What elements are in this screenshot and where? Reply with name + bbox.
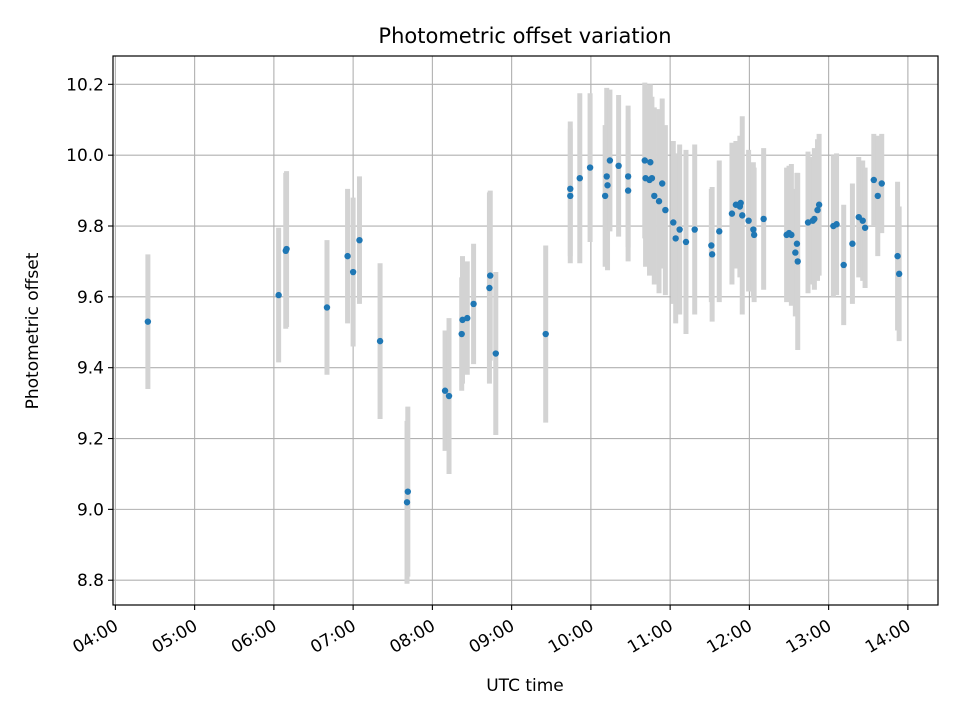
data-point [470, 300, 477, 308]
data-point [487, 272, 494, 279]
data-point [874, 192, 881, 200]
data-point [793, 240, 801, 247]
data-point [464, 314, 471, 322]
data-point [895, 270, 903, 278]
data-point [624, 187, 632, 194]
data-point [403, 499, 411, 506]
y-tick-label: 10.2 [66, 75, 104, 95]
y-tick-label: 8.8 [77, 571, 104, 591]
y-tick-label: 9.0 [77, 500, 104, 520]
data-point [716, 228, 723, 235]
data-point [586, 164, 594, 171]
data-point [870, 176, 878, 184]
data-point [567, 192, 574, 200]
data-point [833, 221, 840, 228]
data-point [606, 157, 614, 164]
y-tick-label: 9.2 [77, 430, 104, 450]
data-point [792, 249, 799, 256]
data-point [708, 251, 716, 258]
data-point [670, 219, 677, 226]
data-point [567, 185, 574, 193]
data-point [691, 226, 698, 233]
chart-title: Photometric offset variation [378, 24, 671, 48]
data-point [492, 350, 499, 357]
data-points [144, 157, 903, 506]
data-point [651, 192, 658, 200]
data-point [604, 182, 611, 189]
data-point [682, 238, 690, 246]
data-point [615, 162, 622, 169]
data-point [441, 387, 449, 394]
data-point [814, 206, 821, 214]
data-point [750, 226, 757, 233]
x-axis-title: UTC time [486, 676, 564, 696]
data-point [861, 224, 869, 231]
y-tick-label: 9.6 [77, 288, 104, 308]
data-point [708, 242, 715, 249]
data-point [275, 291, 282, 299]
data-point [356, 236, 363, 244]
data-point [672, 235, 679, 242]
data-point [344, 252, 351, 260]
data-point [849, 240, 856, 247]
data-point [728, 210, 736, 217]
data-point [750, 231, 758, 239]
data-point [659, 180, 666, 187]
data-point [486, 284, 493, 292]
data-point [404, 488, 412, 495]
grid [113, 56, 938, 605]
data-point [794, 258, 801, 265]
data-point [894, 252, 901, 260]
y-axis-ticks: 8.8 9.0 9.2 9.4 9.6 9.8 10.0 10.2 [66, 75, 113, 591]
plot-frame [112, 55, 939, 606]
data-point [840, 261, 847, 269]
data-point [601, 192, 609, 200]
data-point [676, 226, 683, 233]
data-point [624, 173, 632, 180]
data-point [760, 215, 767, 223]
data-point [859, 217, 866, 224]
y-tick-label: 9.8 [77, 217, 104, 237]
data-point [878, 180, 885, 187]
data-point [603, 173, 610, 180]
data-point [144, 318, 152, 325]
data-point [445, 392, 453, 400]
data-point [811, 215, 818, 223]
data-point [662, 206, 669, 214]
data-point [576, 174, 583, 182]
data-point [542, 330, 549, 338]
data-point [283, 245, 290, 253]
data-point [323, 304, 331, 311]
data-point [349, 268, 357, 276]
data-point [641, 157, 648, 164]
data-point [745, 217, 752, 224]
y-tick-label: 9.4 [77, 359, 104, 379]
data-point [739, 212, 746, 219]
data-point [647, 159, 654, 166]
data-point [815, 201, 823, 208]
data-point [737, 199, 744, 207]
y-axis-title: Photometric offset [23, 252, 43, 409]
data-point [788, 231, 795, 239]
data-point [376, 337, 384, 345]
y-tick-label: 10.0 [66, 146, 104, 166]
data-point [458, 330, 465, 338]
data-point [648, 174, 656, 182]
data-point [655, 198, 663, 205]
